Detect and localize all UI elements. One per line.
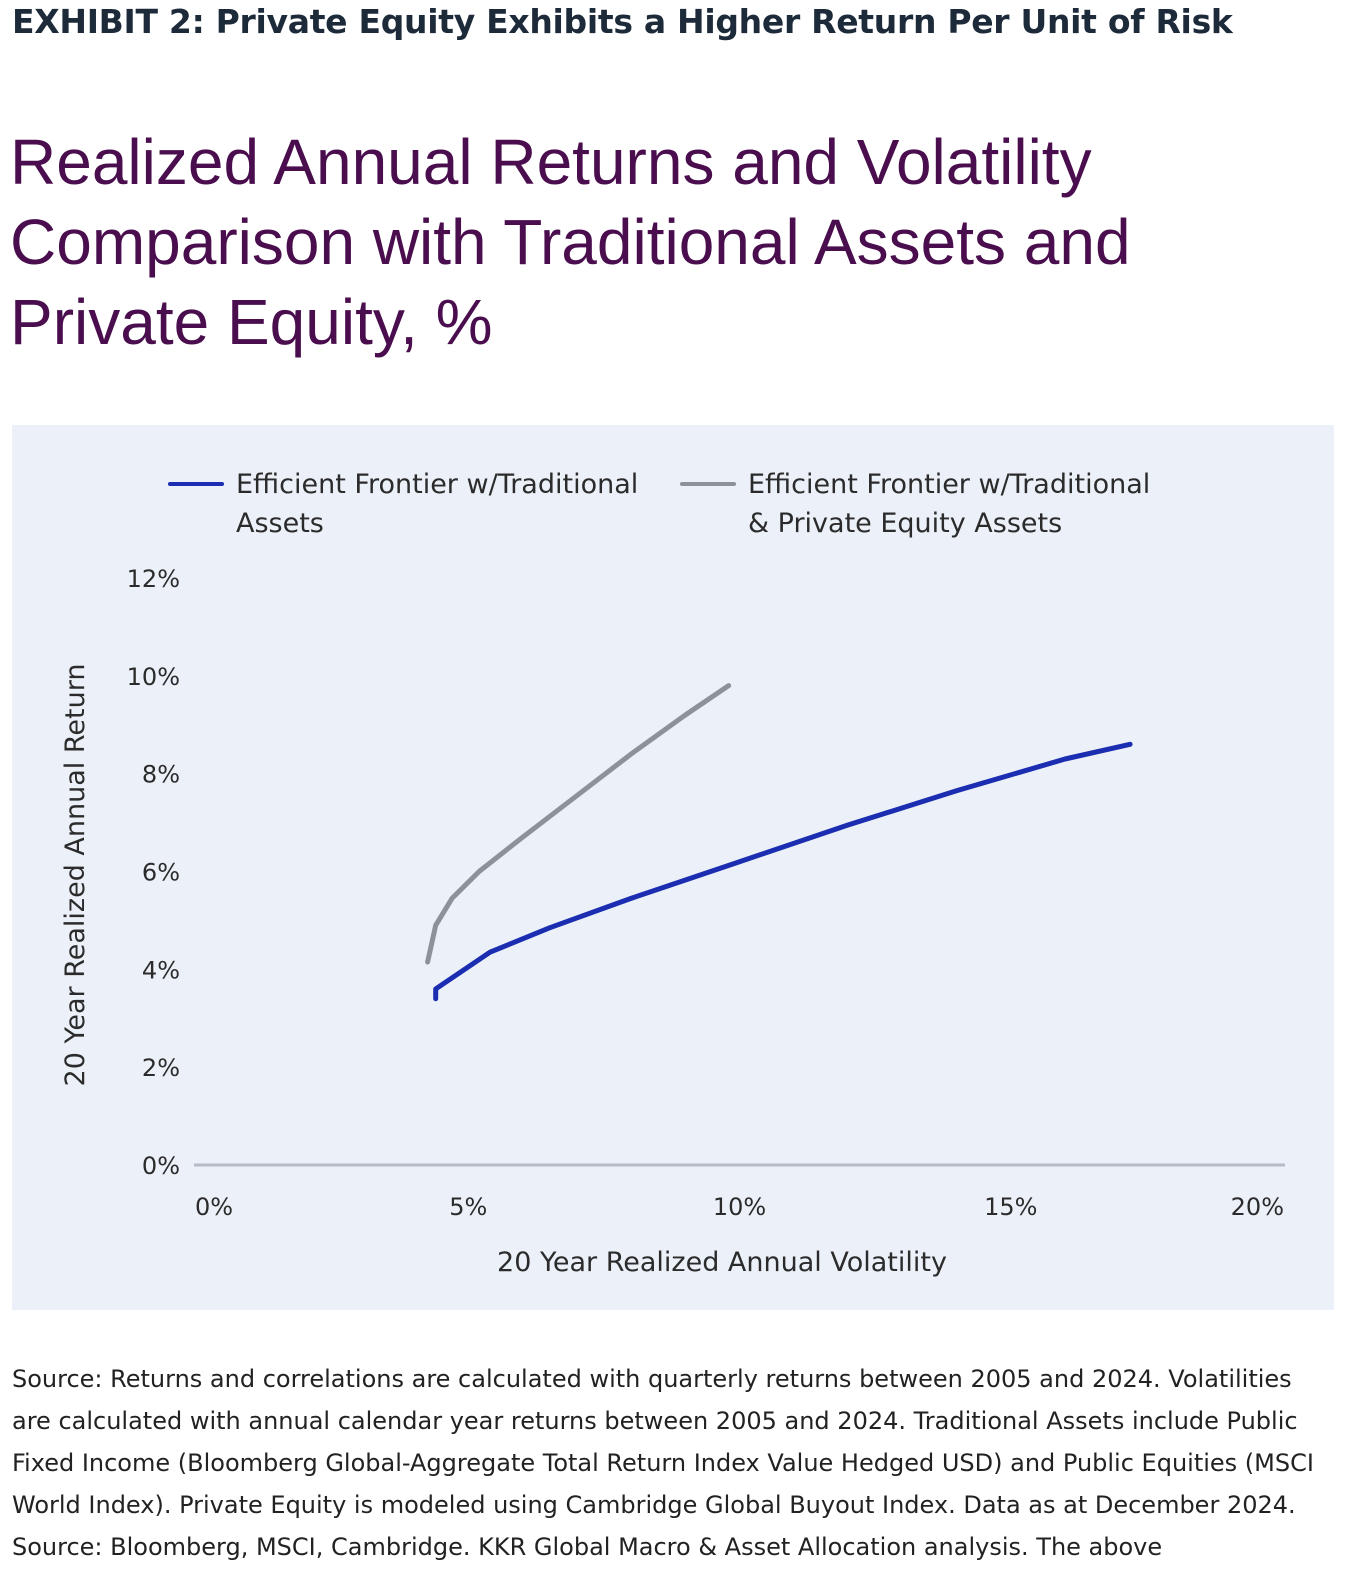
exhibit-title: EXHIBIT 2: Private Equity Exhibits a Hig… [12,2,1233,41]
y-tick-label: 6% [142,859,180,887]
x-tick-label: 5% [449,1193,487,1221]
series-line-private-equity [425,683,732,965]
series-line-traditional [433,741,1133,1002]
x-tick-label: 20% [1231,1193,1284,1221]
x-tick-label: 0% [195,1193,233,1221]
chart-title: Realized Annual Returns and Volatility C… [10,126,1131,358]
y-tick-label: 8% [142,761,180,789]
legend-label: Efficient Frontier w/Traditional [236,469,638,500]
legend-label: Assets [236,508,324,539]
chart-panel: 0% 2% 4% 6% 8% 10% 12% 0% 5% 10% 15% 20% 20 Year Rea… [12,425,1334,1310]
y-tick-label: 10% [127,663,180,691]
y-tick-label: 2% [142,1054,180,1082]
x-tick-label: 15% [984,1193,1037,1221]
legend-label: & Private Equity Assets [748,508,1062,539]
y-tick-label: 0% [142,1152,180,1180]
x-tick-label: 10% [713,1193,766,1221]
source-note: Source: Returns and correlations are cal… [12,1365,1314,1561]
chart-svg: 0% 2% 4% 6% 8% 10% 12% 0% 5% 10% 15% 20% 20 Year Rea… [60,469,1285,1278]
y-axis-title: 20 Year Realized Annual Return [60,664,91,1087]
y-tick-label: 4% [142,956,180,984]
legend-label: Efficient Frontier w/Traditional [748,469,1150,500]
y-tick-label: 12% [127,565,180,593]
x-axis-title: 20 Year Realized Annual Volatility [497,1247,947,1278]
